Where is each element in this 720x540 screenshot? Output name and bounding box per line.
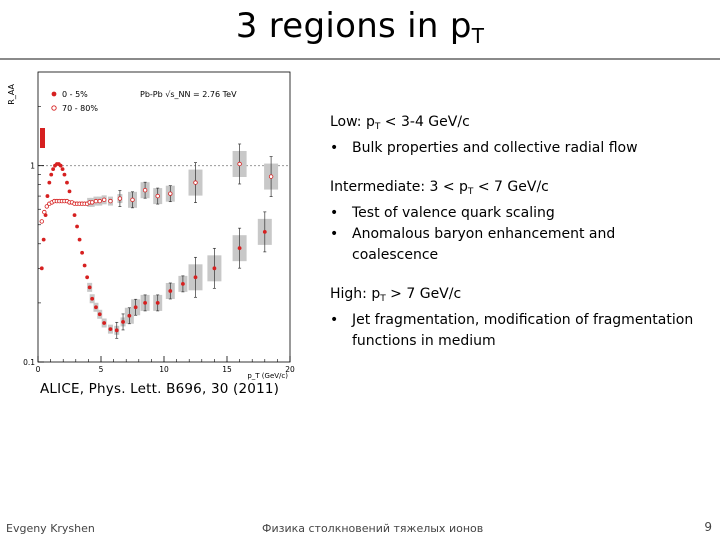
data-point-central bbox=[133, 305, 138, 310]
intermediate-region-heading: Intermediate: 3 < pT < 7 GeV/c bbox=[330, 179, 549, 197]
data-point-central bbox=[108, 327, 113, 332]
data-point-central bbox=[60, 167, 65, 172]
data-point-central bbox=[41, 237, 46, 242]
x-tick-label: 10 bbox=[159, 365, 169, 374]
data-point-central bbox=[45, 194, 50, 198]
data-point-central bbox=[87, 285, 92, 290]
y-tick-label: 0.1 bbox=[23, 358, 35, 367]
x-tick-label: 20 bbox=[285, 365, 295, 374]
data-point-central bbox=[62, 172, 67, 177]
low-region-bullet: • Bulk properties and collective radial f… bbox=[330, 140, 638, 156]
high-region-heading: High: pT > 7 GeV/c bbox=[330, 286, 462, 304]
legend-label-central: 0 - 5% bbox=[62, 90, 88, 99]
data-point-peripheral bbox=[168, 191, 173, 196]
raa-plot: 0 5 10 15 20 0.11 R_AA p_T (GeV/c) 0 - 5% 70… bbox=[7, 71, 295, 380]
collision-label: Pb-Pb √s_NN = 2.76 TeV bbox=[140, 90, 237, 99]
data-point-central bbox=[262, 229, 267, 234]
data-point-central bbox=[193, 275, 198, 280]
data-point-peripheral bbox=[93, 198, 99, 204]
data-point-central bbox=[75, 224, 79, 229]
data-point-central bbox=[94, 305, 98, 310]
data-point-central bbox=[72, 213, 77, 218]
data-point-peripheral bbox=[97, 198, 102, 204]
data-point-central bbox=[65, 180, 69, 185]
data-point-peripheral bbox=[155, 193, 160, 199]
data-point-peripheral bbox=[268, 174, 274, 179]
data-point-peripheral bbox=[42, 209, 47, 215]
data-point-peripheral bbox=[39, 219, 44, 224]
data-point-peripheral bbox=[108, 198, 113, 204]
legend: 0 - 5% 70 - 80% Pb-Pb √s_NN = 2.76 TeV bbox=[51, 90, 237, 113]
x-axis-label: p_T (GeV/c) bbox=[247, 372, 288, 380]
high-region-bullet: • Jet fragmentation, modification of frag… bbox=[330, 312, 694, 349]
legend-label-peripheral: 70 - 80% bbox=[62, 104, 98, 113]
plot-frame bbox=[37, 71, 291, 363]
low-region-heading: Low: pT < 3-4 GeV/c bbox=[330, 114, 470, 132]
data-point-peripheral bbox=[44, 204, 50, 209]
data-point-central bbox=[51, 167, 56, 172]
y-tick-label: 1 bbox=[30, 162, 35, 171]
data-point-central bbox=[77, 237, 82, 242]
x-tick-label: 0 bbox=[36, 365, 41, 374]
data-point-central bbox=[80, 250, 84, 255]
low-region: Low: pT < 3-4 GeV/c • Bulk properties and… bbox=[330, 112, 638, 159]
citation: ALICE, Phys. Lett. B696, 30 (2011) bbox=[40, 381, 280, 397]
high-region: High: pT > 7 GeV/c • Jet fragmentation, m… bbox=[330, 284, 715, 352]
data-point-central bbox=[143, 300, 148, 305]
data-point-central bbox=[97, 312, 102, 317]
title-divider bbox=[0, 58, 720, 60]
data-point-peripheral bbox=[101, 197, 107, 203]
data-point-peripheral bbox=[142, 188, 148, 193]
data-point-central bbox=[114, 328, 119, 333]
data-point-central bbox=[47, 180, 52, 185]
legend-marker-central bbox=[51, 91, 57, 97]
data-point-central bbox=[85, 275, 90, 280]
y-axis: 0.11 bbox=[23, 106, 44, 367]
data-points bbox=[39, 143, 274, 339]
data-point-central bbox=[168, 289, 173, 293]
data-point-central bbox=[212, 266, 217, 271]
data-point-peripheral bbox=[130, 197, 135, 203]
slide-title: 3 regions in pT bbox=[235, 6, 485, 48]
data-point-central bbox=[121, 320, 125, 324]
data-point-peripheral bbox=[89, 200, 95, 205]
data-point-central bbox=[181, 281, 185, 286]
footer-author: Evgeny Kryshen bbox=[6, 522, 95, 535]
data-point-central bbox=[39, 266, 44, 271]
data-point-peripheral bbox=[193, 180, 198, 185]
intermediate-region-bullet: • Anomalous baryon enhancement and coales… bbox=[330, 226, 616, 263]
y-axis-label: R_AA bbox=[7, 83, 16, 104]
data-point-central bbox=[67, 189, 72, 194]
data-point-central bbox=[49, 172, 54, 177]
data-point-peripheral bbox=[117, 196, 123, 201]
x-tick-label: 15 bbox=[222, 365, 232, 374]
data-point-central bbox=[90, 296, 95, 301]
x-axis: 0 5 10 15 20 bbox=[36, 356, 295, 374]
data-point-central bbox=[127, 313, 132, 318]
intermediate-region: Intermediate: 3 < pT < 7 GeV/c • Test of … bbox=[330, 177, 720, 266]
data-point-central bbox=[102, 321, 107, 325]
data-point-central bbox=[155, 300, 160, 305]
data-point-central bbox=[82, 263, 87, 268]
page-number: 9 bbox=[704, 520, 712, 534]
footer-title: Физика столкновений тяжелых ионов bbox=[262, 522, 484, 535]
intermediate-region-bullet: • Test of valence quark scaling bbox=[330, 205, 555, 221]
x-tick-label: 5 bbox=[99, 365, 104, 374]
data-point-central bbox=[237, 246, 242, 251]
data-point-peripheral bbox=[237, 161, 242, 167]
normalization-uncertainty-box bbox=[40, 128, 45, 148]
legend-marker-peripheral bbox=[51, 105, 57, 111]
data-point-central bbox=[58, 163, 63, 168]
